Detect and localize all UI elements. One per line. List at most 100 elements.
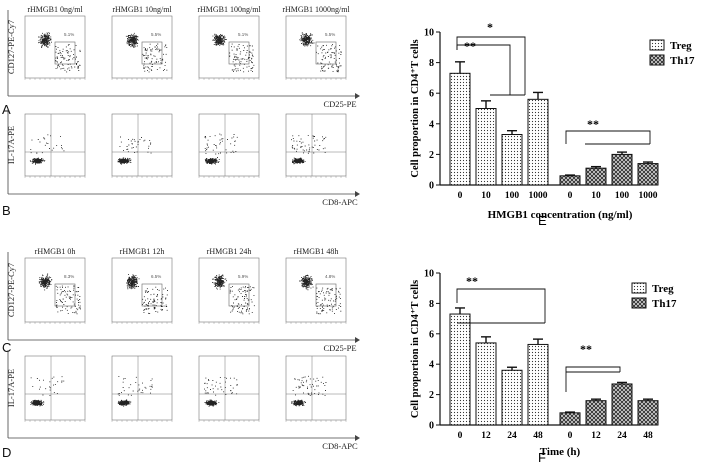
flow-y-axis-label: CD127-PE-Cy7 (6, 263, 16, 317)
y-tick-label: 0 (429, 421, 434, 432)
y-tick-label: 10 (424, 28, 434, 39)
flow-gate-value: 5.5% (151, 32, 161, 37)
x-tick-label: 24 (507, 431, 517, 441)
flow-plot (111, 355, 173, 422)
flow-plot: rHMGB1 0h 8.3% (24, 247, 86, 324)
bar-th17 (637, 400, 659, 426)
significance-marker: ** (587, 117, 599, 131)
flow-plot-frame (285, 113, 347, 177)
flow-plot-frame (198, 113, 260, 177)
y-tick-label: 8 (429, 58, 434, 69)
flow-plot-title: rHMGB1 0h (35, 247, 76, 256)
flow-plot-frame (111, 355, 173, 421)
y-tick-label: 8 (429, 299, 434, 310)
flow-gate (315, 41, 337, 65)
panel-label-D: D (2, 445, 11, 460)
significance-bracket (456, 44, 511, 95)
legend-swatch (631, 282, 647, 294)
panel-label-F: F (538, 450, 546, 464)
flow-gate (141, 283, 163, 307)
flow-events (117, 376, 153, 407)
flow-plot-title: rHMGB1 1000ng/ml (282, 5, 350, 14)
bar-treg (527, 98, 549, 186)
flow-events (212, 33, 255, 73)
x-axis-label: Time (h) (540, 446, 581, 458)
flow-gate-value: 4.8% (325, 274, 335, 279)
flow-gate-value: 5.1% (238, 32, 248, 37)
flow-plot-title: rHMGB1 0ng/ml (27, 5, 83, 14)
x-tick-label: 12 (481, 431, 491, 441)
legend-swatch (649, 39, 665, 51)
y-axis-label: Cell proportion in CD4⁺T cells (410, 280, 421, 418)
bar-treg (475, 108, 497, 186)
legend-label: Treg (670, 40, 692, 52)
flow-events (291, 134, 327, 165)
significance-marker: ** (464, 39, 476, 53)
flow-events (204, 133, 238, 165)
x-tick-label: 0 (458, 191, 463, 201)
flow-plot (198, 355, 260, 422)
flow-x-axis-label: CD25-PE (323, 99, 356, 109)
flow-plot-frame (24, 113, 86, 177)
flow-axis-arrow (355, 191, 360, 197)
flow-gate-value: 8.3% (64, 274, 74, 279)
flow-plot: rHMGB1 48h 4.8% (285, 247, 347, 324)
x-tick-label: 0 (458, 431, 463, 441)
significance-marker: * (487, 20, 493, 34)
significance-marker: ** (580, 342, 592, 356)
flow-gate-value: 5.5% (325, 32, 335, 37)
flow-plot-title: rHMGB1 10ng/ml (112, 5, 172, 14)
bar-treg (501, 369, 523, 426)
legend-label: Th17 (652, 298, 677, 310)
bar-th17 (559, 175, 581, 186)
bar-th17 (585, 400, 607, 426)
flow-y-axis-label: IL-17A-PE (6, 369, 16, 407)
flow-x-axis-label: CD25-PE (323, 343, 356, 353)
flow-plot-frame (111, 113, 173, 177)
flow-plot: rHMGB1 1000ng/ml 5.5% (282, 5, 350, 80)
flow-gate-value: 6.5% (151, 274, 161, 279)
significance-bracket (456, 36, 526, 95)
flow-plot: rHMGB1 12h 6.5% (111, 247, 173, 324)
y-tick-label: 2 (429, 390, 434, 401)
significance-bracket (565, 130, 651, 144)
flow-y-axis-label: CD127-PE-Cy7 (6, 20, 16, 74)
flow-x-axis-label: CD8-APC (322, 197, 358, 207)
x-tick-label: 100 (615, 191, 630, 201)
flow-axis-arrow (355, 93, 360, 99)
flow-plot (24, 113, 86, 178)
bar-treg (475, 342, 497, 426)
flow-events (291, 375, 327, 407)
y-tick-label: 2 (429, 150, 434, 161)
y-axis-label: Cell proportion in CD4⁺T cells (410, 39, 421, 177)
flow-y-axis-label: IL-17A-PE (6, 126, 16, 164)
flow-plot-frame (198, 355, 260, 421)
flow-gate-value: 5.1% (64, 32, 74, 37)
flow-events (29, 134, 65, 165)
x-tick-label: 12 (591, 431, 601, 441)
x-tick-label: 48 (533, 431, 543, 441)
flow-plot-title: rHMGB1 48h (294, 247, 339, 256)
x-tick-label: 10 (481, 191, 491, 201)
flow-gate (54, 283, 76, 307)
flow-events (117, 136, 152, 165)
x-axis-label: HMGB1 concentration (ng/ml) (488, 209, 633, 221)
panel-label-B: B (2, 203, 11, 218)
flow-events (204, 377, 238, 407)
flow-row-D: D IL-17A-PE CD8-APC (2, 350, 360, 460)
flow-plot-frame (24, 355, 86, 421)
y-tick-label: 6 (429, 329, 434, 340)
flow-events (125, 32, 168, 73)
flow-gate (228, 41, 250, 65)
bar-th17 (559, 412, 581, 426)
bar-th17 (585, 167, 607, 186)
flow-plot: rHMGB1 10ng/ml 5.5% (111, 5, 172, 80)
flow-plot (24, 355, 86, 422)
legend-label: Th17 (670, 55, 695, 67)
flow-events (30, 376, 65, 407)
flow-x-axis-label: CD8-APC (322, 441, 358, 451)
